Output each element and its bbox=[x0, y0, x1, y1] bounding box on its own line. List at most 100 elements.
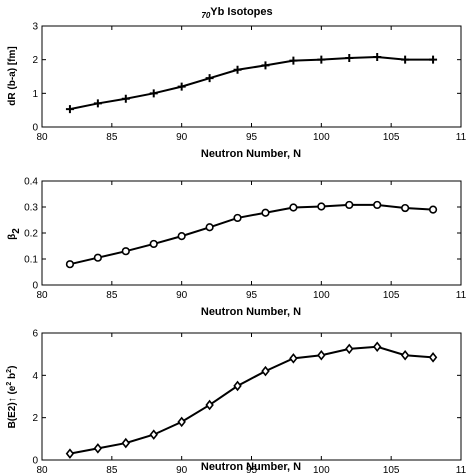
plot-beta2-xlabel: Neutron Number, N bbox=[201, 306, 301, 318]
beta-symbol: β bbox=[7, 234, 18, 240]
xtick-label: 90 bbox=[176, 290, 188, 301]
xtick-label: 85 bbox=[106, 465, 118, 474]
be2-ylabel-end: ) bbox=[7, 366, 18, 369]
xtick-label: 90 bbox=[176, 132, 188, 143]
data-point bbox=[205, 223, 214, 232]
xtick-label: 80 bbox=[36, 132, 48, 143]
data-point bbox=[400, 349, 410, 361]
ytick-label: 3 bbox=[32, 22, 38, 33]
data-point bbox=[261, 61, 270, 70]
data-point bbox=[401, 203, 410, 213]
xtick-label: 95 bbox=[246, 290, 258, 301]
ytick-label: 2 bbox=[32, 413, 38, 424]
plot-dr-ylabel: dR (b-a) [fm] bbox=[7, 46, 18, 105]
data-point bbox=[149, 239, 158, 249]
data-point bbox=[428, 205, 438, 214]
data-point bbox=[233, 65, 242, 74]
plot-beta2-frame bbox=[41, 180, 462, 286]
ytick-label: 0 bbox=[32, 123, 38, 134]
data-point bbox=[317, 349, 326, 361]
ytick-label: 1 bbox=[32, 89, 38, 100]
xtick-label: 85 bbox=[106, 132, 118, 143]
plot-be2-series bbox=[65, 341, 438, 459]
title-main: Yb Isotopes bbox=[210, 6, 272, 18]
xtick-label: 105 bbox=[383, 132, 400, 143]
data-point bbox=[233, 213, 242, 223]
data-point bbox=[65, 105, 74, 114]
plot-dr-xlabel: Neutron Number, N bbox=[201, 148, 301, 160]
data-point bbox=[93, 253, 102, 262]
plot-be2-frame bbox=[41, 332, 462, 461]
data-point bbox=[428, 352, 438, 363]
plot-beta2-ylabel: β2 bbox=[7, 228, 22, 240]
ytick-label: 6 bbox=[32, 329, 38, 340]
data-point bbox=[401, 55, 410, 64]
xtick-label: 105 bbox=[383, 465, 400, 474]
plot-dr-frame bbox=[41, 25, 462, 128]
data-point bbox=[177, 416, 186, 428]
data-point bbox=[177, 82, 186, 91]
xtick-label: 11 bbox=[456, 290, 467, 301]
data-point bbox=[177, 232, 186, 241]
xtick-label: 100 bbox=[313, 132, 330, 143]
xtick-label: 85 bbox=[106, 290, 118, 301]
data-point bbox=[317, 202, 326, 211]
data-point bbox=[345, 53, 354, 62]
data-point bbox=[429, 55, 438, 64]
chart-title: 70Yb Isotopes bbox=[201, 6, 272, 20]
data-point bbox=[289, 56, 298, 65]
beta-subscript: 2 bbox=[11, 228, 22, 234]
be2-ylabel-sup: 2 bbox=[6, 382, 13, 386]
data-point bbox=[65, 260, 75, 269]
xtick-label: 95 bbox=[246, 132, 258, 143]
xtick-label: 80 bbox=[36, 290, 48, 301]
xtick-label: 95 bbox=[246, 465, 258, 474]
series-line bbox=[69, 345, 434, 455]
plot-beta2-series bbox=[65, 200, 438, 269]
title-subscript: 70 bbox=[201, 11, 210, 20]
ytick-label: 0.4 bbox=[24, 177, 38, 188]
data-point bbox=[261, 365, 270, 377]
data-point bbox=[372, 341, 382, 353]
data-point bbox=[345, 343, 354, 355]
ytick-label: 4 bbox=[32, 371, 38, 382]
xtick-label: 100 bbox=[313, 465, 330, 474]
plot-be2-xlabel: Neutron Number, N bbox=[201, 461, 301, 473]
ytick-label: 2 bbox=[32, 55, 38, 66]
data-point bbox=[317, 55, 326, 64]
series-line bbox=[69, 55, 434, 111]
data-point bbox=[289, 203, 298, 212]
data-point bbox=[205, 74, 214, 83]
data-point bbox=[149, 89, 158, 98]
data-point bbox=[261, 208, 270, 217]
be2-ylabel-main: B(E2)↑ (e bbox=[7, 385, 18, 428]
xtick-label: 11 bbox=[456, 465, 467, 474]
data-point bbox=[121, 437, 131, 449]
plot-be2-ylabel: B(E2)↑ (e2 b2) bbox=[6, 366, 18, 429]
be2-ylabel-mid: b bbox=[7, 373, 18, 382]
be2-ylabel-sup2: 2 bbox=[6, 369, 13, 373]
ytick-label: 0.3 bbox=[24, 203, 38, 214]
data-point bbox=[121, 94, 130, 103]
data-point bbox=[205, 399, 214, 411]
data-point bbox=[121, 247, 130, 256]
data-point bbox=[373, 52, 382, 61]
ytick-label: 0 bbox=[32, 456, 38, 467]
xtick-label: 11 bbox=[456, 132, 467, 143]
plot-dr-series bbox=[65, 52, 438, 114]
data-point bbox=[93, 99, 102, 108]
data-point bbox=[65, 448, 75, 459]
data-point bbox=[149, 429, 158, 440]
ytick-label: 0 bbox=[32, 281, 38, 292]
ytick-label: 0.1 bbox=[24, 255, 38, 266]
data-point bbox=[233, 380, 242, 392]
data-point bbox=[289, 353, 298, 364]
data-point bbox=[345, 200, 354, 210]
xtick-label: 90 bbox=[176, 465, 188, 474]
data-point bbox=[373, 200, 382, 210]
